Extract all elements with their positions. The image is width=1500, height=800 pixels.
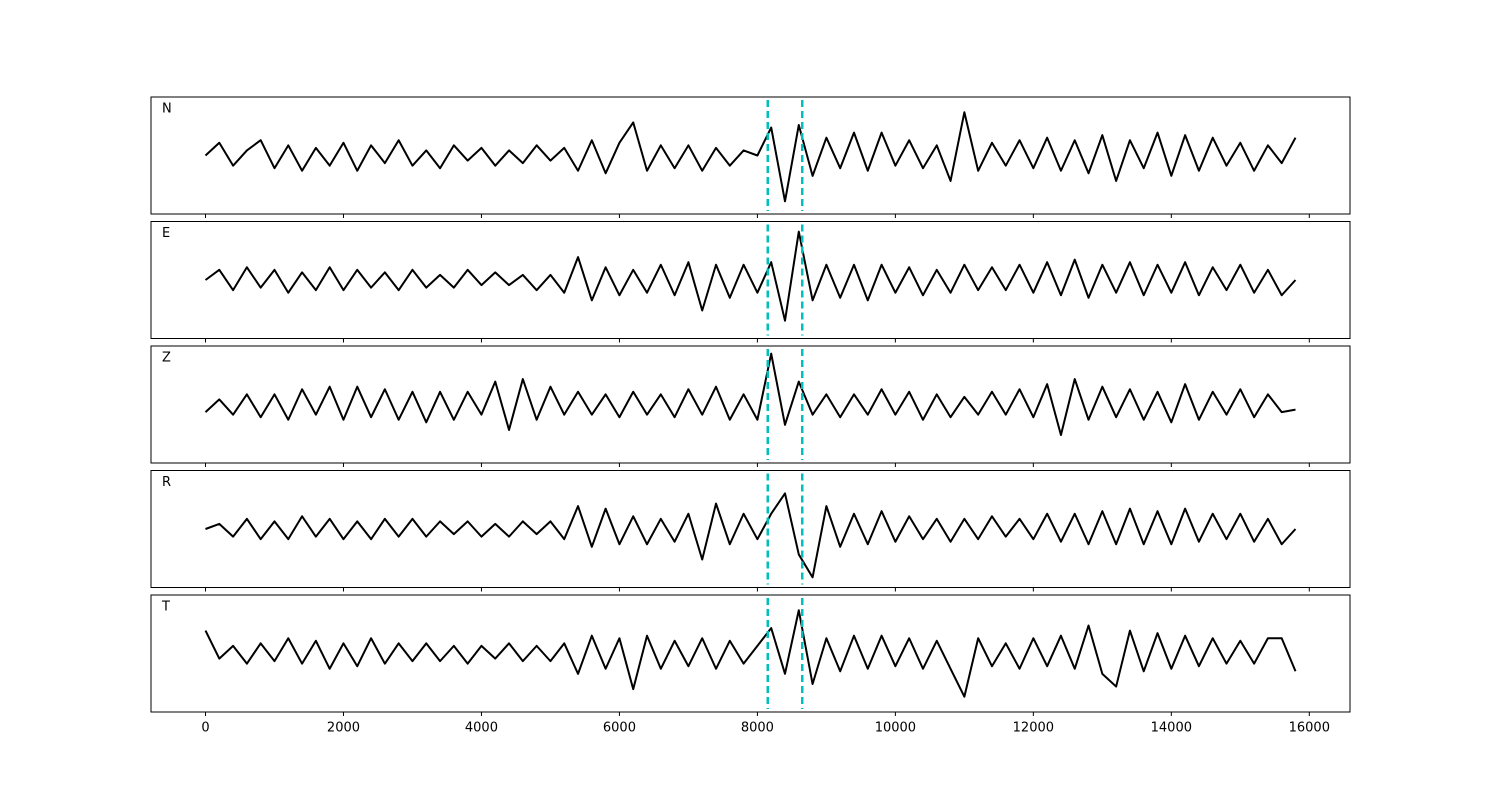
panel-frame [150,221,1351,339]
panel-frame [150,345,1351,464]
x-tick-label: 10000 [875,721,916,736]
x-tick-label: 14000 [1151,721,1192,736]
x-tick-label: 4000 [465,721,498,736]
x-tick-label: 8000 [741,721,774,736]
x-tick-label: 12000 [1013,721,1054,736]
trace [204,609,1297,698]
x-tick-label: 0 [201,721,209,736]
panel-label: T [161,600,170,615]
trace [205,492,1297,579]
panel-label: Z [162,351,171,366]
panel-label: R [162,475,171,490]
x-tick-label: 16000 [1289,721,1330,736]
trace [204,230,1297,322]
panel-label: N [162,102,172,117]
panel-label: E [162,226,170,241]
trace [204,352,1296,437]
x-tick-label: 6000 [603,721,636,736]
panel-frame [150,470,1351,588]
trace [204,111,1297,203]
x-tick-label: 2000 [327,721,360,736]
panel-frame [150,96,1351,215]
panel-frame [150,594,1351,713]
